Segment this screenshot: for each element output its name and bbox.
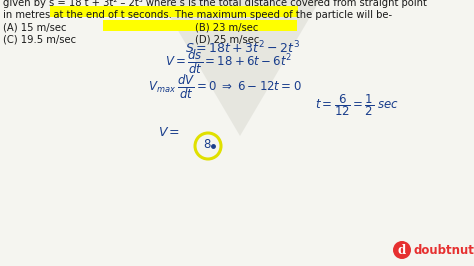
Text: d: d — [398, 243, 406, 256]
Text: (C) 19.5 m/sec: (C) 19.5 m/sec — [3, 34, 76, 44]
Text: $S = 18t + 3t^2 - 2t^3$: $S = 18t + 3t^2 - 2t^3$ — [185, 39, 300, 56]
Text: doubtnut: doubtnut — [414, 243, 474, 256]
Text: (B) 23 m/sec: (B) 23 m/sec — [195, 22, 258, 32]
Circle shape — [393, 241, 411, 259]
FancyBboxPatch shape — [50, 6, 298, 17]
Text: (A) 15 m/sec: (A) 15 m/sec — [3, 22, 66, 32]
Polygon shape — [160, 0, 320, 136]
Text: $V = \dfrac{ds}{dt} = 18 + 6t - 6t^2$: $V = \dfrac{ds}{dt} = 18 + 6t - 6t^2$ — [165, 48, 292, 76]
Text: given by s = 18 t + 3t² – 2t³ where s is the total distance covered from straigh: given by s = 18 t + 3t² – 2t³ where s is… — [3, 0, 427, 8]
Text: (D) 25 m/sec: (D) 25 m/sec — [195, 34, 259, 44]
Text: in metres at the end of t seconds. The maximum speed of the particle will be-: in metres at the end of t seconds. The m… — [3, 10, 392, 20]
Text: $V_{max}\;\dfrac{dV}{dt} = 0\;\Rightarrow\;6 - 12t = 0$: $V_{max}\;\dfrac{dV}{dt} = 0\;\Rightarro… — [148, 73, 301, 101]
FancyBboxPatch shape — [103, 20, 297, 31]
Text: $8$: $8$ — [203, 139, 211, 152]
Text: $V = $: $V = $ — [158, 126, 180, 139]
Text: $t = \dfrac{6}{12} = \dfrac{1}{2}\;sec$: $t = \dfrac{6}{12} = \dfrac{1}{2}\;sec$ — [315, 92, 399, 118]
